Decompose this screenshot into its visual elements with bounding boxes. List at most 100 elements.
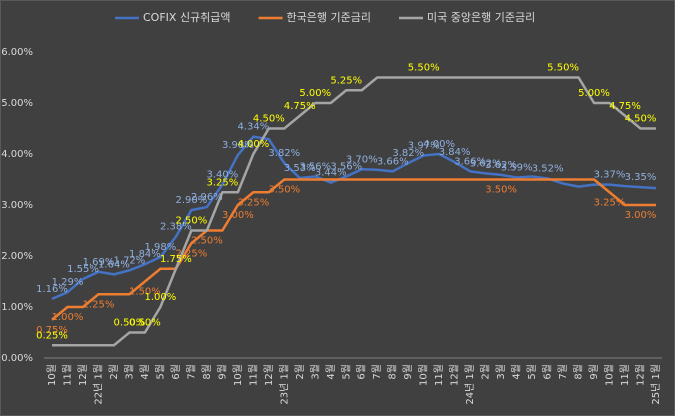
data-label: 0.25% xyxy=(36,330,68,341)
legend-label: COFIX 신규취급액 xyxy=(143,11,231,24)
data-label: 3.25% xyxy=(206,177,238,188)
data-label: 3.82% xyxy=(268,148,300,159)
data-label: 1.55% xyxy=(67,264,99,275)
series-line xyxy=(52,76,656,347)
data-label: 3.62% xyxy=(470,158,502,169)
data-label: 3.37% xyxy=(594,170,626,181)
data-label: 3.59% xyxy=(501,162,533,173)
x-tick-label: 9월 xyxy=(588,364,600,380)
x-tick-label: 11월 xyxy=(61,364,73,386)
data-label: 3.52% xyxy=(532,163,564,174)
data-label: 3.50% xyxy=(485,185,517,196)
y-tick-label: 1.00% xyxy=(1,302,33,313)
data-label: 3.70% xyxy=(346,154,378,165)
data-label: 1.64% xyxy=(98,259,130,270)
x-tick-label: 5월 xyxy=(526,364,538,380)
y-tick-label: 2.00% xyxy=(1,251,33,262)
data-label: 2.50% xyxy=(191,236,223,247)
x-tick-label: 23년 1월 xyxy=(278,364,290,405)
x-tick-label: 4월 xyxy=(139,364,151,380)
data-label: 1.16% xyxy=(36,284,68,295)
x-tick-label: 10월 xyxy=(232,364,244,386)
x-tick-label: 2월 xyxy=(108,364,120,380)
x-tick-label: 5월 xyxy=(154,364,166,380)
x-tick-label: 10월 xyxy=(418,364,430,386)
data-label: 0.50% xyxy=(129,318,161,329)
x-tick-label: 7월 xyxy=(557,364,569,380)
y-tick-label: 3.00% xyxy=(1,200,33,211)
data-label: 0.75% xyxy=(36,325,68,336)
data-label: 4.00% xyxy=(423,139,455,150)
data-label: 3.97% xyxy=(408,141,440,152)
data-label: 3.44% xyxy=(315,168,347,179)
x-tick-label: 10월 xyxy=(46,364,58,386)
series-line xyxy=(51,178,656,321)
x-tick-label: 11월 xyxy=(433,364,445,386)
x-tick-label: 2월 xyxy=(294,364,306,380)
data-label: 4.00% xyxy=(237,139,269,150)
data-label: 3.66% xyxy=(454,156,486,167)
series-line xyxy=(51,135,657,300)
data-label: 3.53% xyxy=(284,163,316,174)
data-label: 3.56% xyxy=(299,161,331,172)
x-tick-label: 7월 xyxy=(371,364,383,380)
x-tick-label: 8월 xyxy=(387,364,399,380)
y-tick-label: 6.00% xyxy=(1,47,33,58)
data-label: 1.29% xyxy=(52,277,84,288)
data-label: 1.00% xyxy=(52,312,84,323)
data-label: 1.25% xyxy=(83,299,115,310)
y-tick-label: 5.00% xyxy=(1,98,33,109)
data-label: 0.50% xyxy=(114,318,146,329)
data-label: 2.38% xyxy=(160,222,192,233)
data-label: 1.98% xyxy=(145,242,177,253)
data-label: 3.66% xyxy=(377,156,409,167)
x-tick-label: 10월 xyxy=(604,364,616,386)
data-label: 1.00% xyxy=(145,292,177,303)
data-label: 1.69% xyxy=(83,257,115,268)
x-tick-label: 11월 xyxy=(619,364,631,386)
x-tick-label: 3월 xyxy=(123,364,135,380)
x-tick-label: 6월 xyxy=(542,364,554,380)
data-label: 3.25% xyxy=(594,197,626,208)
data-label: 4.75% xyxy=(284,101,316,112)
data-label: 2.25% xyxy=(175,248,207,259)
x-tick-label: 11월 xyxy=(247,364,259,386)
x-tick-label: 4월 xyxy=(325,364,337,380)
data-label: 3.25% xyxy=(237,197,269,208)
data-label: 4.50% xyxy=(253,114,285,125)
y-tick-label: 4.00% xyxy=(1,149,33,160)
x-tick-label: 25년 1월 xyxy=(650,364,662,405)
x-tick-label: 6월 xyxy=(356,364,368,380)
data-label: 1.50% xyxy=(129,287,161,298)
data-label: 5.25% xyxy=(330,75,362,86)
data-label: 2.90% xyxy=(175,195,207,206)
x-tick-label: 8월 xyxy=(573,364,585,380)
data-label: 3.00% xyxy=(625,210,657,221)
x-tick-label: 6월 xyxy=(170,364,182,380)
data-label: 4.50% xyxy=(625,114,657,125)
x-tick-label: 9월 xyxy=(216,364,228,380)
data-label: 3.00% xyxy=(222,210,254,221)
data-label: 5.00% xyxy=(299,88,331,99)
x-tick-label: 24년 1월 xyxy=(464,364,476,405)
x-tick-label: 3월 xyxy=(309,364,321,380)
data-label: 3.56% xyxy=(330,161,362,172)
data-label: 2.50% xyxy=(175,216,207,227)
data-label: 2.96% xyxy=(191,192,223,203)
legend-label: 한국은행 기준금리 xyxy=(287,11,371,24)
x-tick-label: 12월 xyxy=(635,364,647,386)
y-tick-label: 0.00% xyxy=(1,353,33,364)
x-tick-label: 9월 xyxy=(402,364,414,380)
data-label: 3.82% xyxy=(392,148,424,159)
data-label: 5.50% xyxy=(547,63,579,74)
data-label: 5.00% xyxy=(578,88,610,99)
data-label: 3.98% xyxy=(222,140,254,151)
x-tick-label: 3월 xyxy=(495,364,507,380)
x-tick-label: 5월 xyxy=(340,364,352,380)
x-tick-label: 22년 1월 xyxy=(92,364,104,405)
data-label: 4.75% xyxy=(609,101,641,112)
data-label: 3.62% xyxy=(485,160,517,171)
data-label: 1.72% xyxy=(114,255,146,266)
